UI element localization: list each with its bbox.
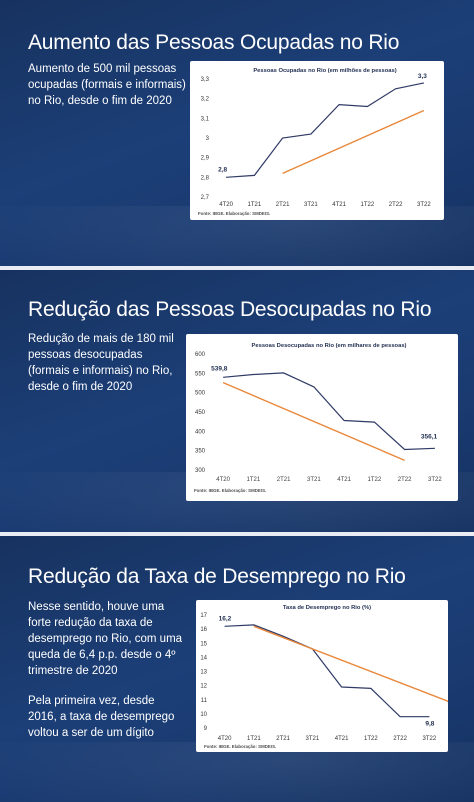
trend-line (253, 625, 448, 703)
x-tick-label: 3T21 (306, 736, 320, 742)
x-tick-label: 1T22 (361, 202, 375, 208)
x-tick-label: 2T22 (389, 202, 403, 208)
panel-title: Aumento das Pessoas Ocupadas no Rio (28, 31, 400, 54)
description-paragraph: Aumento de 500 mil pessoas ocupadas (for… (28, 63, 186, 107)
x-tick-label: 3T22 (423, 736, 437, 742)
description-paragraph: Nesse sentido, houve uma forte redução d… (28, 601, 183, 677)
chart-card-occupied: Pessoas Ocupadas no Rio (em milhões de p… (190, 61, 444, 220)
y-tick-label: 300 (195, 468, 206, 474)
x-tick-label: 1T21 (247, 477, 261, 483)
trend-line (282, 109, 425, 175)
chart-rate: Taxa de Desemprego no Rio (%) 9 10 11 12 13 14… (200, 605, 448, 749)
data-label: 356,1 (421, 433, 438, 440)
x-tick-label: 3T22 (428, 477, 442, 483)
x-tick-label: 2T22 (398, 477, 412, 483)
y-tick-label: 17 (200, 613, 207, 619)
y-tick-label: 2,7 (201, 195, 210, 201)
y-tick-label: 600 (195, 352, 206, 358)
panel-description: Nesse sentido, houve uma forte redução d… (28, 599, 186, 755)
y-tick-label: 13 (200, 670, 207, 676)
data-label: 16,2 (219, 615, 232, 622)
y-tick-label: 350 (195, 449, 206, 455)
series-line (226, 82, 425, 178)
chart-source: Fonte: IBGE. Elaboração: SMDEIS. (194, 488, 266, 493)
x-tick-label: 1T22 (364, 736, 378, 742)
data-label: 3,3 (418, 73, 427, 80)
x-tick-label: 3T22 (417, 202, 431, 208)
trend-line (222, 381, 405, 461)
x-tick-label: 1T22 (368, 477, 382, 483)
y-tick-label: 3,2 (201, 97, 210, 103)
x-tick-label: 3T21 (304, 202, 318, 208)
y-tick-label: 2,8 (201, 175, 210, 181)
chart-source: Fonte: IBGE. Elaboração: SMDEIS. (198, 211, 270, 216)
y-tick-label: 500 (195, 391, 206, 397)
y-tick-label: 15 (200, 641, 207, 647)
y-tick-label: 12 (200, 684, 207, 690)
x-tick-label: 4T21 (335, 736, 349, 742)
x-tick-label: 2T22 (393, 736, 407, 742)
y-tick-label: 9 (204, 726, 208, 732)
x-tick-label: 1T21 (247, 736, 261, 742)
series-line (224, 624, 430, 718)
chart-unemployed: Pessoas Desocupadas no Rio (em milhares … (194, 343, 442, 493)
description-paragraph: Redução de mais de 180 mil pessoas desoc… (28, 333, 174, 393)
data-label: 539,8 (211, 365, 228, 372)
panel-title: Redução das Pessoas Desocupadas no Rio (28, 298, 432, 321)
x-tick-label: 4T21 (332, 202, 346, 208)
series-line (223, 372, 435, 451)
y-tick-label: 400 (195, 429, 206, 435)
description-paragraph: Pela primeira vez, desde 2016, a taxa de… (28, 695, 175, 739)
x-tick-label: 3T21 (307, 477, 321, 483)
y-tick-label: 3,3 (201, 77, 210, 83)
chart-title: Pessoas Desocupadas no Rio (em milhares … (252, 343, 407, 349)
y-tick-label: 3 (206, 136, 210, 142)
data-label: 2,8 (218, 166, 227, 173)
y-tick-label: 14 (200, 655, 207, 661)
x-tick-label: 4T21 (337, 477, 351, 483)
data-label: 9,8 (425, 721, 434, 728)
x-tick-label: 2T21 (277, 477, 291, 483)
panel-unemployment-rate: Redução da Taxa de Desemprego no Rio Nes… (0, 536, 474, 802)
chart-source: Fonte: IBGE. Elaboração: SMDEIS. (204, 744, 276, 749)
panel-occupied: Aumento das Pessoas Ocupadas no Rio Aume… (0, 0, 474, 266)
panel-description: Redução de mais de 180 mil pessoas desoc… (28, 331, 186, 409)
chart-card-rate: Taxa de Desemprego no Rio (%) 9 10 11 12 13 14… (196, 600, 448, 752)
x-tick-label: 4T20 (219, 202, 233, 208)
y-tick-label: 11 (201, 698, 208, 704)
x-tick-label: 4T20 (218, 736, 232, 742)
y-tick-label: 16 (200, 627, 207, 633)
panel-unemployed-people: Redução das Pessoas Desocupadas no Rio R… (0, 270, 474, 532)
x-tick-label: 2T21 (276, 736, 290, 742)
x-tick-label: 4T20 (216, 477, 230, 483)
chart-card-unemployed: Pessoas Desocupadas no Rio (em milhares … (186, 334, 458, 501)
x-tick-label: 2T21 (276, 202, 290, 208)
x-tick-label: 1T21 (248, 202, 262, 208)
y-tick-label: 3,1 (201, 116, 210, 122)
panel-description: Aumento de 500 mil pessoas ocupadas (for… (28, 61, 186, 123)
y-tick-label: 550 (195, 371, 206, 377)
y-tick-label: 2,9 (201, 156, 210, 162)
chart-title: Pessoas Ocupadas no Rio (em milhões de p… (253, 68, 396, 74)
y-tick-label: 10 (200, 712, 207, 718)
chart-occupied: Pessoas Ocupadas no Rio (em milhões de p… (198, 68, 431, 216)
panel-title: Redução da Taxa de Desemprego no Rio (28, 565, 406, 588)
y-tick-label: 450 (195, 410, 206, 416)
chart-title: Taxa de Desemprego no Rio (%) (283, 605, 371, 611)
